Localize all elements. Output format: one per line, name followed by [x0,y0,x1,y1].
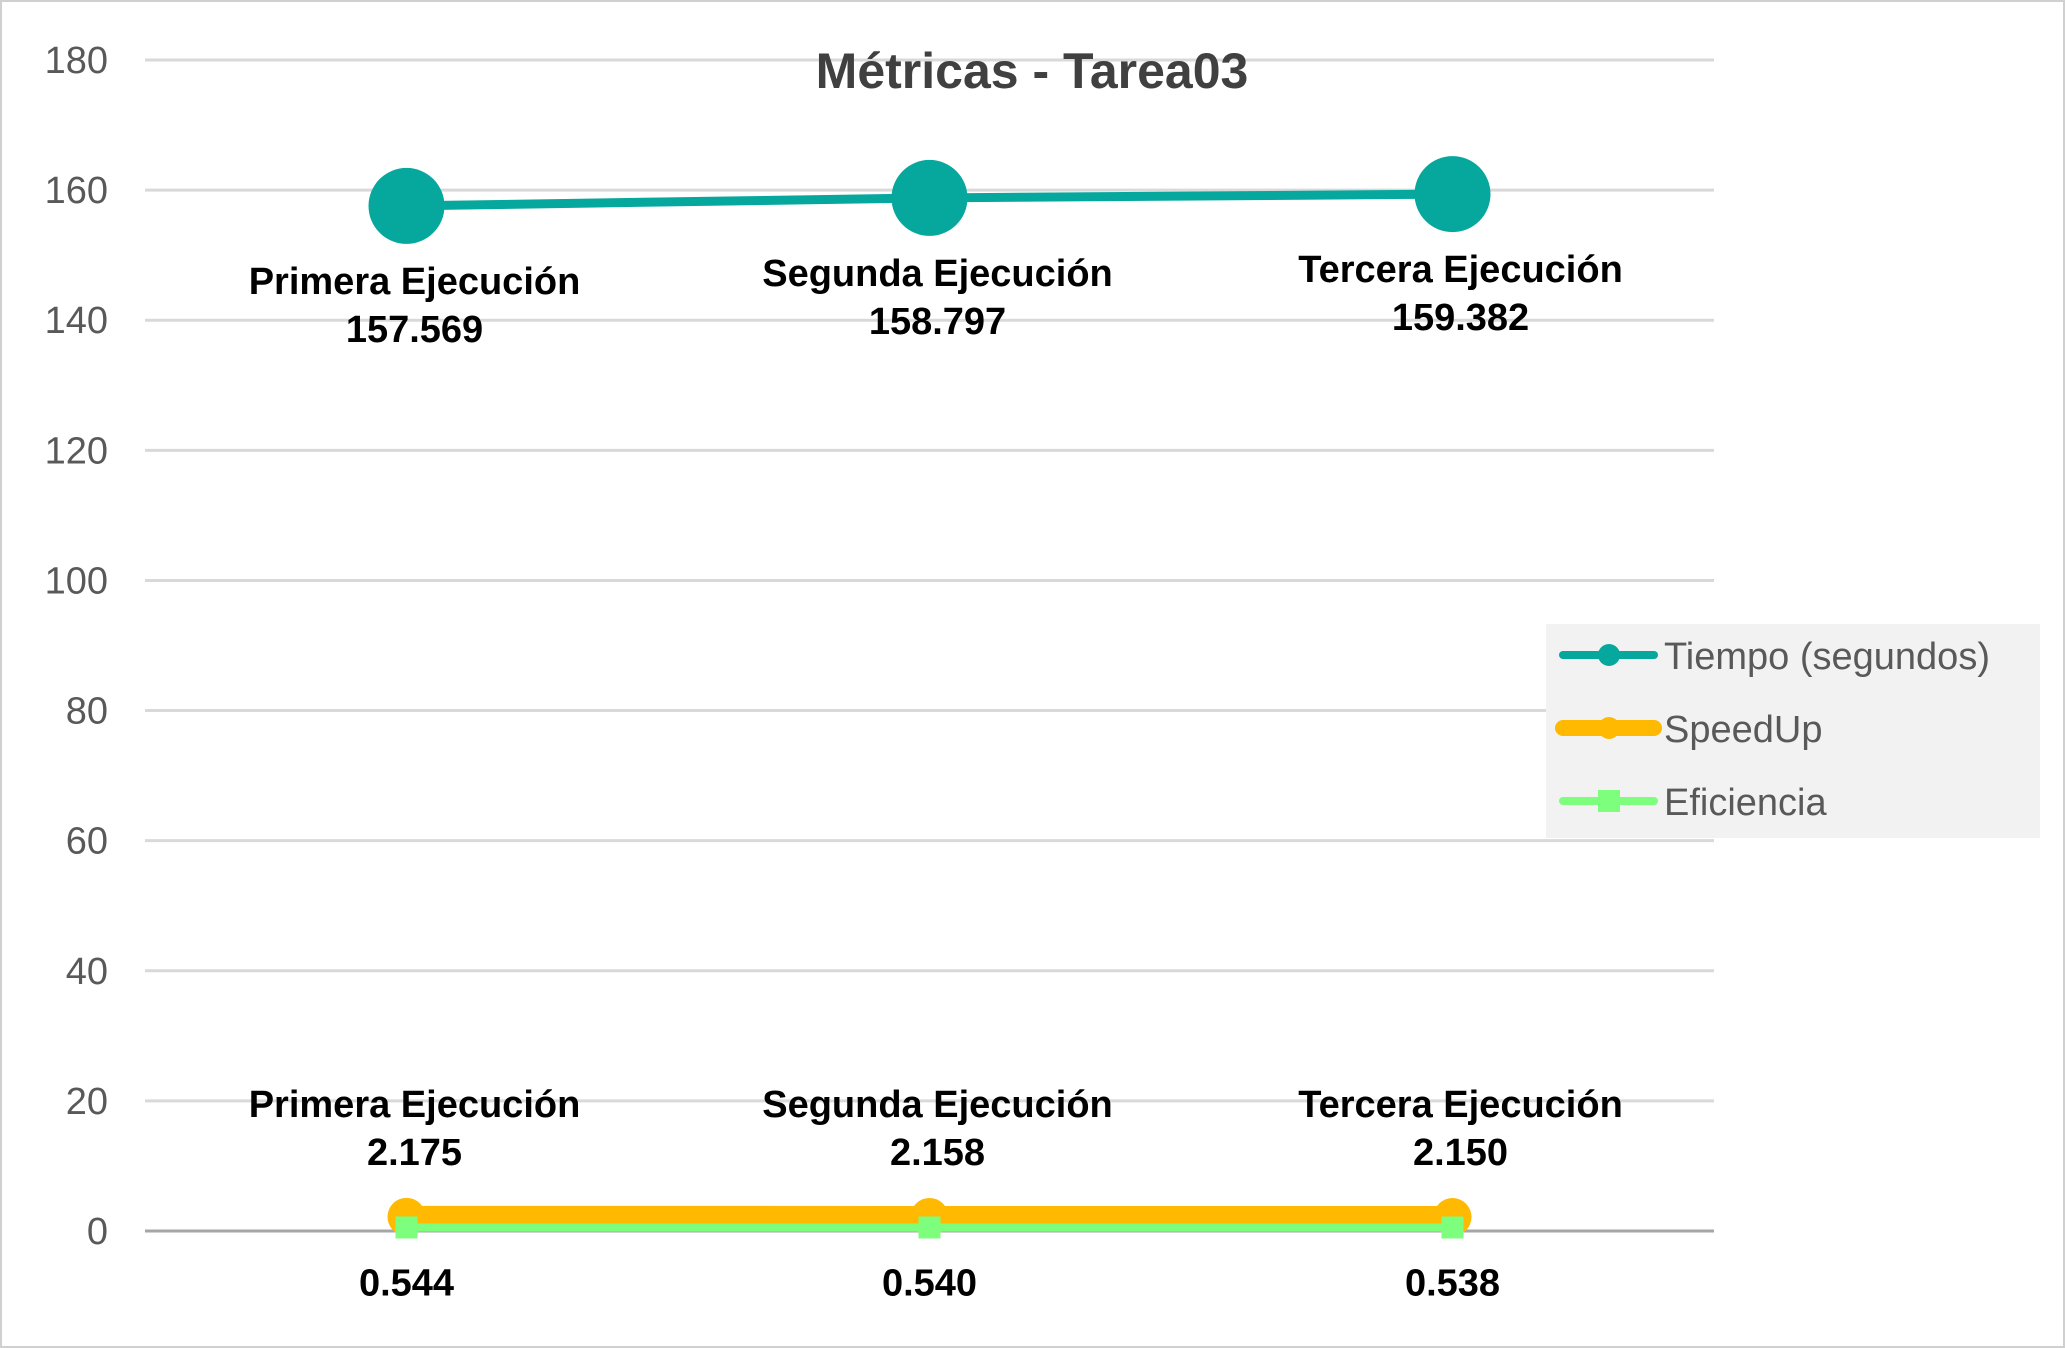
y-tick-label-20: 20 [66,1081,108,1123]
data-label-value-eficiencia-3: 0.538 [1405,1263,1500,1305]
legend-label-tiempo-segundos: Tiempo (segundos) [1664,636,1990,678]
data-label-value-tiempo-segundos-3: 159.382 [1392,297,1529,339]
y-tick-label-0: 0 [87,1211,108,1253]
marker-tiempo-segundos-1 [368,167,445,244]
y-tick-label-80: 80 [66,691,108,733]
legend-label-eficiencia: Eficiencia [1664,782,1827,824]
data-label-value-tiempo-segundos-1: 157.569 [346,309,483,351]
y-tick-label-180: 180 [45,40,108,82]
data-label-category-speedup-3: Tercera Ejecución [1298,1084,1623,1126]
marker-eficiencia-1 [395,1216,418,1239]
legend: Tiempo (segundos) SpeedUp Eficiencia [1546,624,2040,838]
data-label-category-tiempo-segundos-2: Segunda Ejecución [762,253,1113,295]
marker-eficiencia-3 [1441,1216,1464,1239]
data-label-value-tiempo-segundos-2: 158.797 [869,301,1006,343]
legend-swatch-marker-tiempo-segundos [1598,644,1620,666]
chart-title: Métricas - Tarea03 [816,43,1249,99]
legend-swatch-marker-speedup [1598,717,1620,739]
marker-tiempo-segundos-2 [891,159,968,236]
data-label-category-speedup-2: Segunda Ejecución [762,1084,1113,1126]
y-tick-label-140: 140 [45,300,108,342]
y-tick-label-60: 60 [66,821,108,863]
data-label-value-speedup-1: 2.175 [367,1132,462,1174]
data-label-category-tiempo-segundos-1: Primera Ejecución [249,261,581,303]
data-label-value-eficiencia-2: 0.540 [882,1262,977,1304]
y-tick-label-100: 100 [45,560,108,602]
y-tick-label-40: 40 [66,951,108,993]
data-label-value-eficiencia-1: 0.544 [359,1262,454,1304]
data-label-value-speedup-3: 2.150 [1413,1132,1508,1174]
data-label-category-speedup-1: Primera Ejecución [249,1084,581,1126]
legend-label-speedup: SpeedUp [1664,709,1822,751]
marker-eficiencia-2 [918,1216,941,1239]
y-tick-label-160: 160 [45,170,108,212]
marker-tiempo-segundos-3 [1414,156,1491,233]
legend-swatch-marker-eficiencia [1598,790,1620,812]
y-tick-label-120: 120 [45,430,108,472]
data-label-value-speedup-2: 2.158 [890,1132,985,1174]
data-label-category-tiempo-segundos-3: Tercera Ejecución [1298,249,1623,291]
